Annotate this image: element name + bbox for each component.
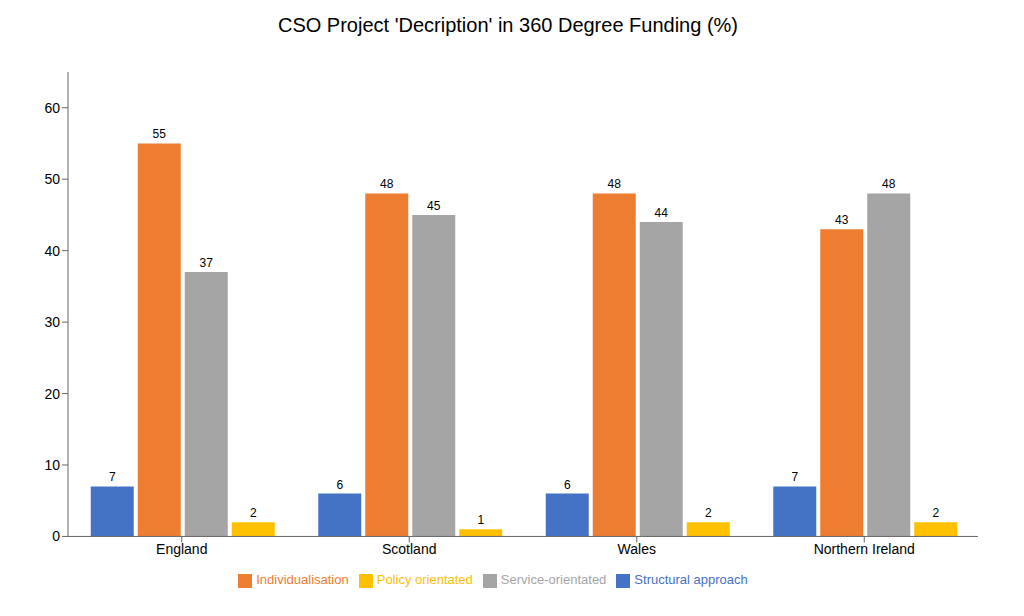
svg-text:48: 48	[882, 177, 896, 191]
svg-text:43: 43	[835, 213, 849, 227]
svg-text:20: 20	[44, 386, 60, 402]
svg-text:37: 37	[200, 256, 214, 270]
svg-text:7: 7	[109, 470, 116, 484]
svg-text:1: 1	[477, 513, 484, 527]
svg-text:Scotland: Scotland	[382, 541, 436, 557]
svg-text:55: 55	[153, 127, 167, 141]
svg-text:30: 30	[44, 314, 60, 330]
svg-text:Northern Ireland: Northern Ireland	[814, 541, 915, 557]
svg-text:44: 44	[655, 206, 669, 220]
svg-text:2: 2	[932, 506, 939, 520]
html-text:CSO Project 'Decription' in 36: CSO Project 'Decription' in 360 Degree F…	[278, 14, 738, 36]
svg-text:10: 10	[44, 457, 60, 473]
svg-text:48: 48	[380, 177, 394, 191]
svg-text:60: 60	[44, 100, 60, 116]
svg-text:2: 2	[705, 506, 712, 520]
svg-text:48: 48	[608, 177, 622, 191]
svg-text:50: 50	[44, 171, 60, 187]
html-text:Policy orientated: Policy orientated	[376, 572, 473, 588]
svg-text:40: 40	[44, 243, 60, 259]
svg-text:2: 2	[250, 506, 257, 520]
svg-text:7: 7	[791, 470, 798, 484]
svg-text:Wales: Wales	[618, 541, 656, 557]
html-text:Service-orientated: Service-orientated	[500, 572, 607, 588]
svg-text:0: 0	[52, 528, 60, 544]
svg-text:6: 6	[564, 478, 571, 492]
svg-text:6: 6	[336, 478, 343, 492]
html-text:Individualisation: Individualisation	[256, 572, 349, 588]
html-text:Structural approach: Structural approach	[634, 572, 748, 588]
svg-text:England: England	[156, 541, 207, 557]
svg-text:45: 45	[427, 199, 441, 213]
